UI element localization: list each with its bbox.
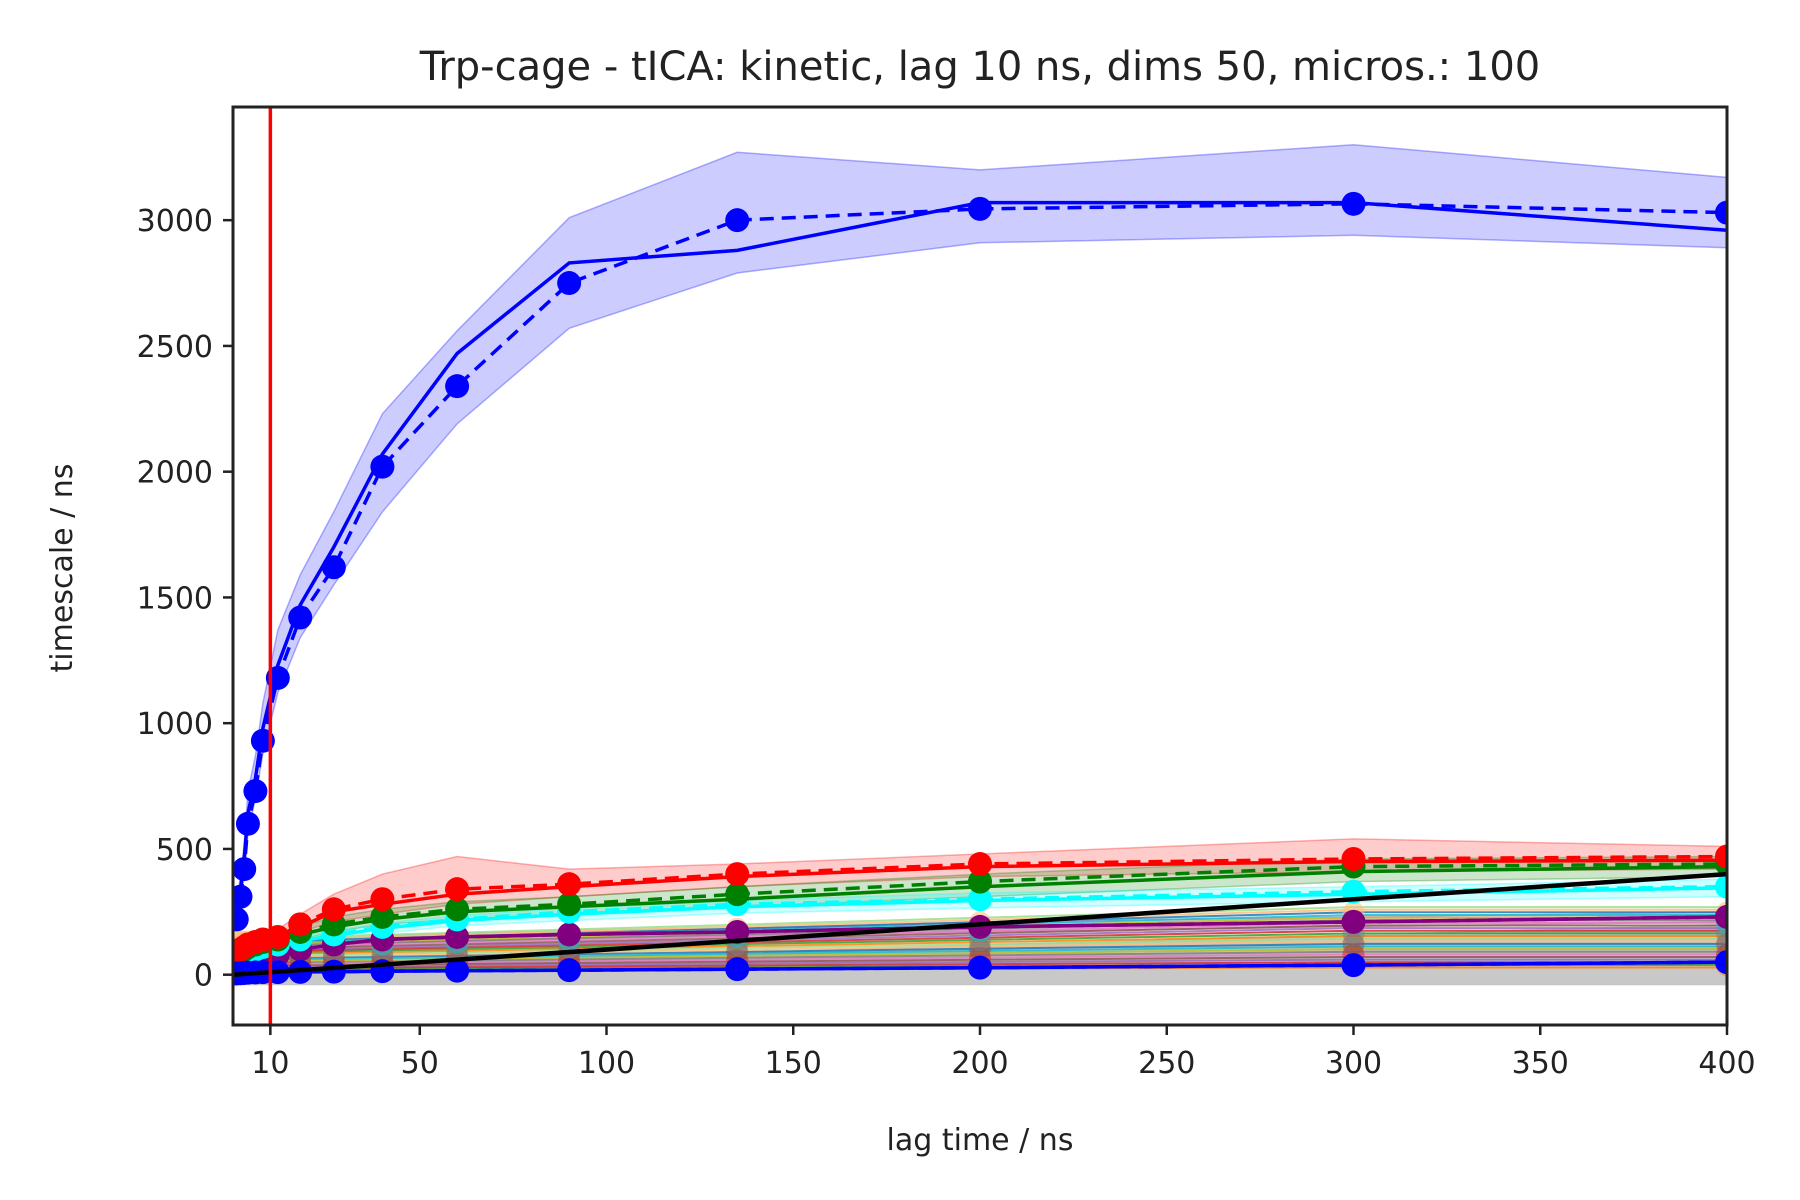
x-tick-label: 400 (1698, 1046, 1755, 1081)
y-axis-label: timescale / ns (45, 464, 80, 673)
x-tick-label: 300 (1325, 1046, 1382, 1081)
data-point-series-0 (968, 196, 992, 221)
data-point-series-2 (725, 882, 750, 907)
data-point-series-5 (725, 957, 750, 982)
data-point-series-4 (1715, 904, 1727, 929)
data-point-series-5 (557, 958, 582, 983)
data-point-series-5 (445, 958, 470, 983)
data-point-series-1 (288, 912, 313, 937)
data-point-series-5 (321, 959, 346, 984)
data-point-series-3 (1715, 874, 1727, 899)
data-point-series-0 (557, 271, 582, 296)
data-point-series-3 (968, 887, 992, 912)
data-point-series-2 (557, 892, 582, 917)
reference-line (233, 871, 1727, 977)
data-point-series-4 (968, 914, 992, 939)
data-point-series-0 (288, 605, 313, 630)
x-tick-label: 10 (251, 1046, 289, 1081)
data-point-series-4 (445, 924, 470, 949)
x-tick-label: 50 (401, 1046, 439, 1081)
data-point-series-5 (1341, 953, 1366, 978)
data-point-series-5 (1715, 950, 1727, 975)
data-point-series-0 (243, 779, 268, 804)
data-point-series-2 (445, 897, 470, 922)
data-point-series-0 (233, 884, 253, 909)
data-point-series-2 (968, 869, 992, 894)
y-tick-label: 500 (156, 833, 213, 868)
data-point-series-2 (370, 904, 395, 929)
chart-title: Trp-cage - tICA: kinetic, lag 10 ns, dim… (419, 44, 1540, 90)
x-axis-label: lag time / ns (887, 1123, 1074, 1158)
x-tick-label: 250 (1138, 1046, 1195, 1081)
y-tick-label: 2500 (137, 330, 213, 365)
mean-line-series-0 (234, 200, 1727, 913)
data-point-series-4 (557, 922, 582, 947)
y-tick-label: 2000 (137, 456, 213, 491)
estimate-line-series-0 (234, 202, 1727, 920)
axes: 10 50 100 150 200 250 300 350 400 0 500 1000 1500 200… (137, 105, 1756, 1081)
y-tick-label: 1500 (137, 581, 213, 616)
data-point-series-0 (725, 208, 750, 233)
data-point-series-4 (725, 919, 750, 944)
plot-area (233, 107, 1727, 1025)
data-point-series-0 (370, 454, 395, 479)
x-tick-label: 100 (578, 1046, 635, 1081)
data-point-series-0 (1715, 200, 1727, 225)
data-point-series-0 (233, 857, 257, 882)
data-point-series-1 (725, 862, 750, 887)
y-tick-label: 1000 (137, 707, 213, 742)
data-point-series-1 (1715, 844, 1727, 869)
x-tick-label: 350 (1512, 1046, 1569, 1081)
x-tick-label: 150 (765, 1046, 822, 1081)
data-point-series-1 (445, 877, 470, 902)
data-point-series-4 (1341, 909, 1366, 934)
data-point-series-5 (968, 955, 992, 980)
data-point-series-1 (557, 872, 582, 897)
x-tick-label: 200 (951, 1046, 1008, 1081)
data-point-series-0 (321, 555, 346, 580)
data-point-series-1 (968, 852, 992, 877)
data-point-series-0 (233, 907, 249, 932)
data-point-series-0 (445, 374, 470, 399)
data-point-series-0 (235, 811, 260, 836)
data-point-series-1 (1341, 847, 1366, 872)
y-tick-label: 0 (194, 959, 213, 994)
data-point-series-1 (321, 897, 346, 922)
y-tick-label: 3000 (137, 204, 213, 239)
data-point-series-0 (1341, 191, 1366, 216)
data-point-series-1 (370, 887, 395, 912)
band-series-0 (235, 143, 1727, 925)
